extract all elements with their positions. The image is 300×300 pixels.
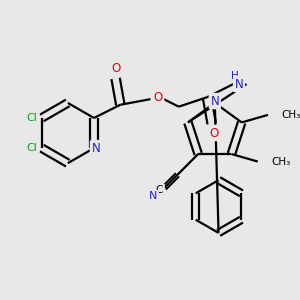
- Text: Cl: Cl: [27, 143, 38, 153]
- Text: Cl: Cl: [27, 113, 38, 123]
- Text: C: C: [156, 185, 163, 195]
- Text: O: O: [209, 127, 218, 140]
- Text: O: O: [153, 91, 163, 104]
- Text: H: H: [231, 70, 239, 81]
- Text: N: N: [92, 142, 100, 154]
- Text: CH₃: CH₃: [271, 157, 290, 166]
- Text: N: N: [149, 191, 157, 201]
- Text: O: O: [111, 62, 120, 76]
- Text: CH₃: CH₃: [281, 110, 300, 120]
- Text: N: N: [235, 78, 243, 91]
- Text: N: N: [210, 94, 219, 107]
